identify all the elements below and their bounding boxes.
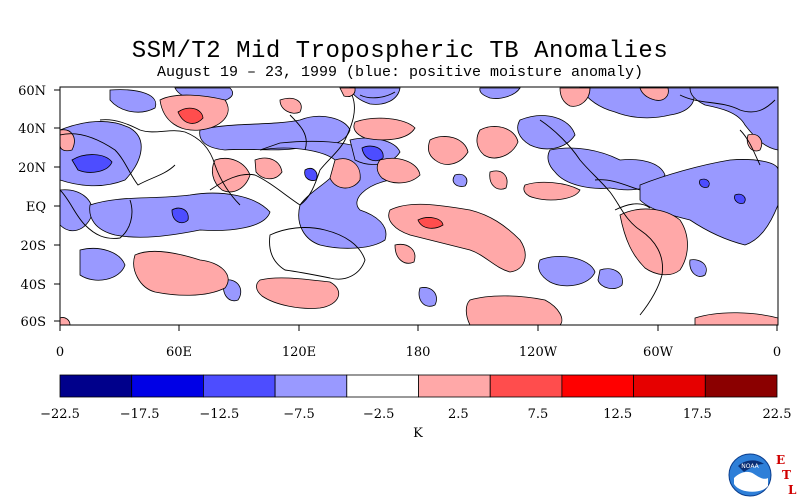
colorbar-swatch: [704, 374, 778, 398]
colorbar-swatch: [561, 374, 635, 398]
colorbar-unit: K: [413, 426, 423, 441]
lon-label-120w: 120W: [519, 345, 558, 360]
etl-letter-e: E: [776, 453, 785, 467]
colorbar-tick-label: 2.5: [448, 407, 469, 422]
etl-letter-l: L: [788, 483, 797, 497]
coastlines: [60, 91, 776, 316]
lon-label-0: 0: [56, 345, 64, 360]
lon-label-60w: 60W: [643, 345, 674, 360]
map-subtitle: August 19 – 23, 1999 (blue: positive moi…: [156, 64, 644, 81]
longitude-axis: 0 60E 120E 180 120W 60W 0: [56, 325, 781, 360]
lat-label-40n: 40N: [18, 122, 46, 137]
colorbar-tick-label: −7.5: [283, 407, 315, 422]
lat-label-40s: 40S: [21, 278, 46, 293]
colorbar-swatch: [131, 374, 204, 398]
noaa-etl-logo: NOAA E T L: [728, 453, 797, 497]
colorbar-tick-label: −22.5: [40, 407, 80, 422]
colorbar-swatch: [59, 374, 133, 398]
colorbar-tick-label: 22.5: [763, 407, 792, 422]
colorbar-swatch: [202, 374, 276, 398]
lat-label-60s: 60S: [21, 315, 46, 330]
lon-label-180: 180: [406, 345, 431, 360]
noaa-logo-text: NOAA: [741, 463, 759, 470]
latitude-axis: 60N 40N 20N EQ 20S 40S 60S: [18, 84, 60, 330]
positive-moisture-cores: [71, 145, 746, 224]
colorbar-swatch: [633, 374, 706, 398]
colorbar: −22.5 −17.5 −12.5 −7.5 −2.5 2.5 7.5 12.5 17.5 22.…: [40, 374, 792, 422]
colorbar-tick-label: −2.5: [363, 407, 395, 422]
negative-anomaly-regions: [60, 87, 778, 325]
colorbar-tick-label: 12.5: [603, 407, 632, 422]
lon-label-120e: 120E: [282, 345, 316, 360]
colorbar-swatch: [274, 374, 348, 398]
colorbar-swatch: [346, 374, 419, 398]
anomaly-field: [60, 87, 778, 325]
colorbar-swatch: [489, 374, 563, 398]
colorbar-tick-label: −17.5: [120, 407, 160, 422]
colorbar-tick-label: 17.5: [683, 407, 712, 422]
lon-label-0-east: 0: [773, 345, 781, 360]
colorbar-tick-label: −12.5: [199, 407, 239, 422]
lat-label-eq: EQ: [26, 200, 46, 215]
lat-label-60n: 60N: [18, 84, 46, 99]
lat-label-20s: 20S: [21, 239, 46, 254]
colorbar-swatch: [418, 374, 491, 398]
colorbar-tick-label: 7.5: [528, 407, 549, 422]
lon-label-60e: 60E: [166, 345, 192, 360]
map-title: SSM/T2 Mid Tropospheric TB Anomalies: [131, 38, 669, 65]
negative-anomaly-cores: [177, 107, 444, 229]
lat-label-20n: 20N: [18, 161, 46, 176]
etl-letter-t: T: [782, 468, 791, 482]
